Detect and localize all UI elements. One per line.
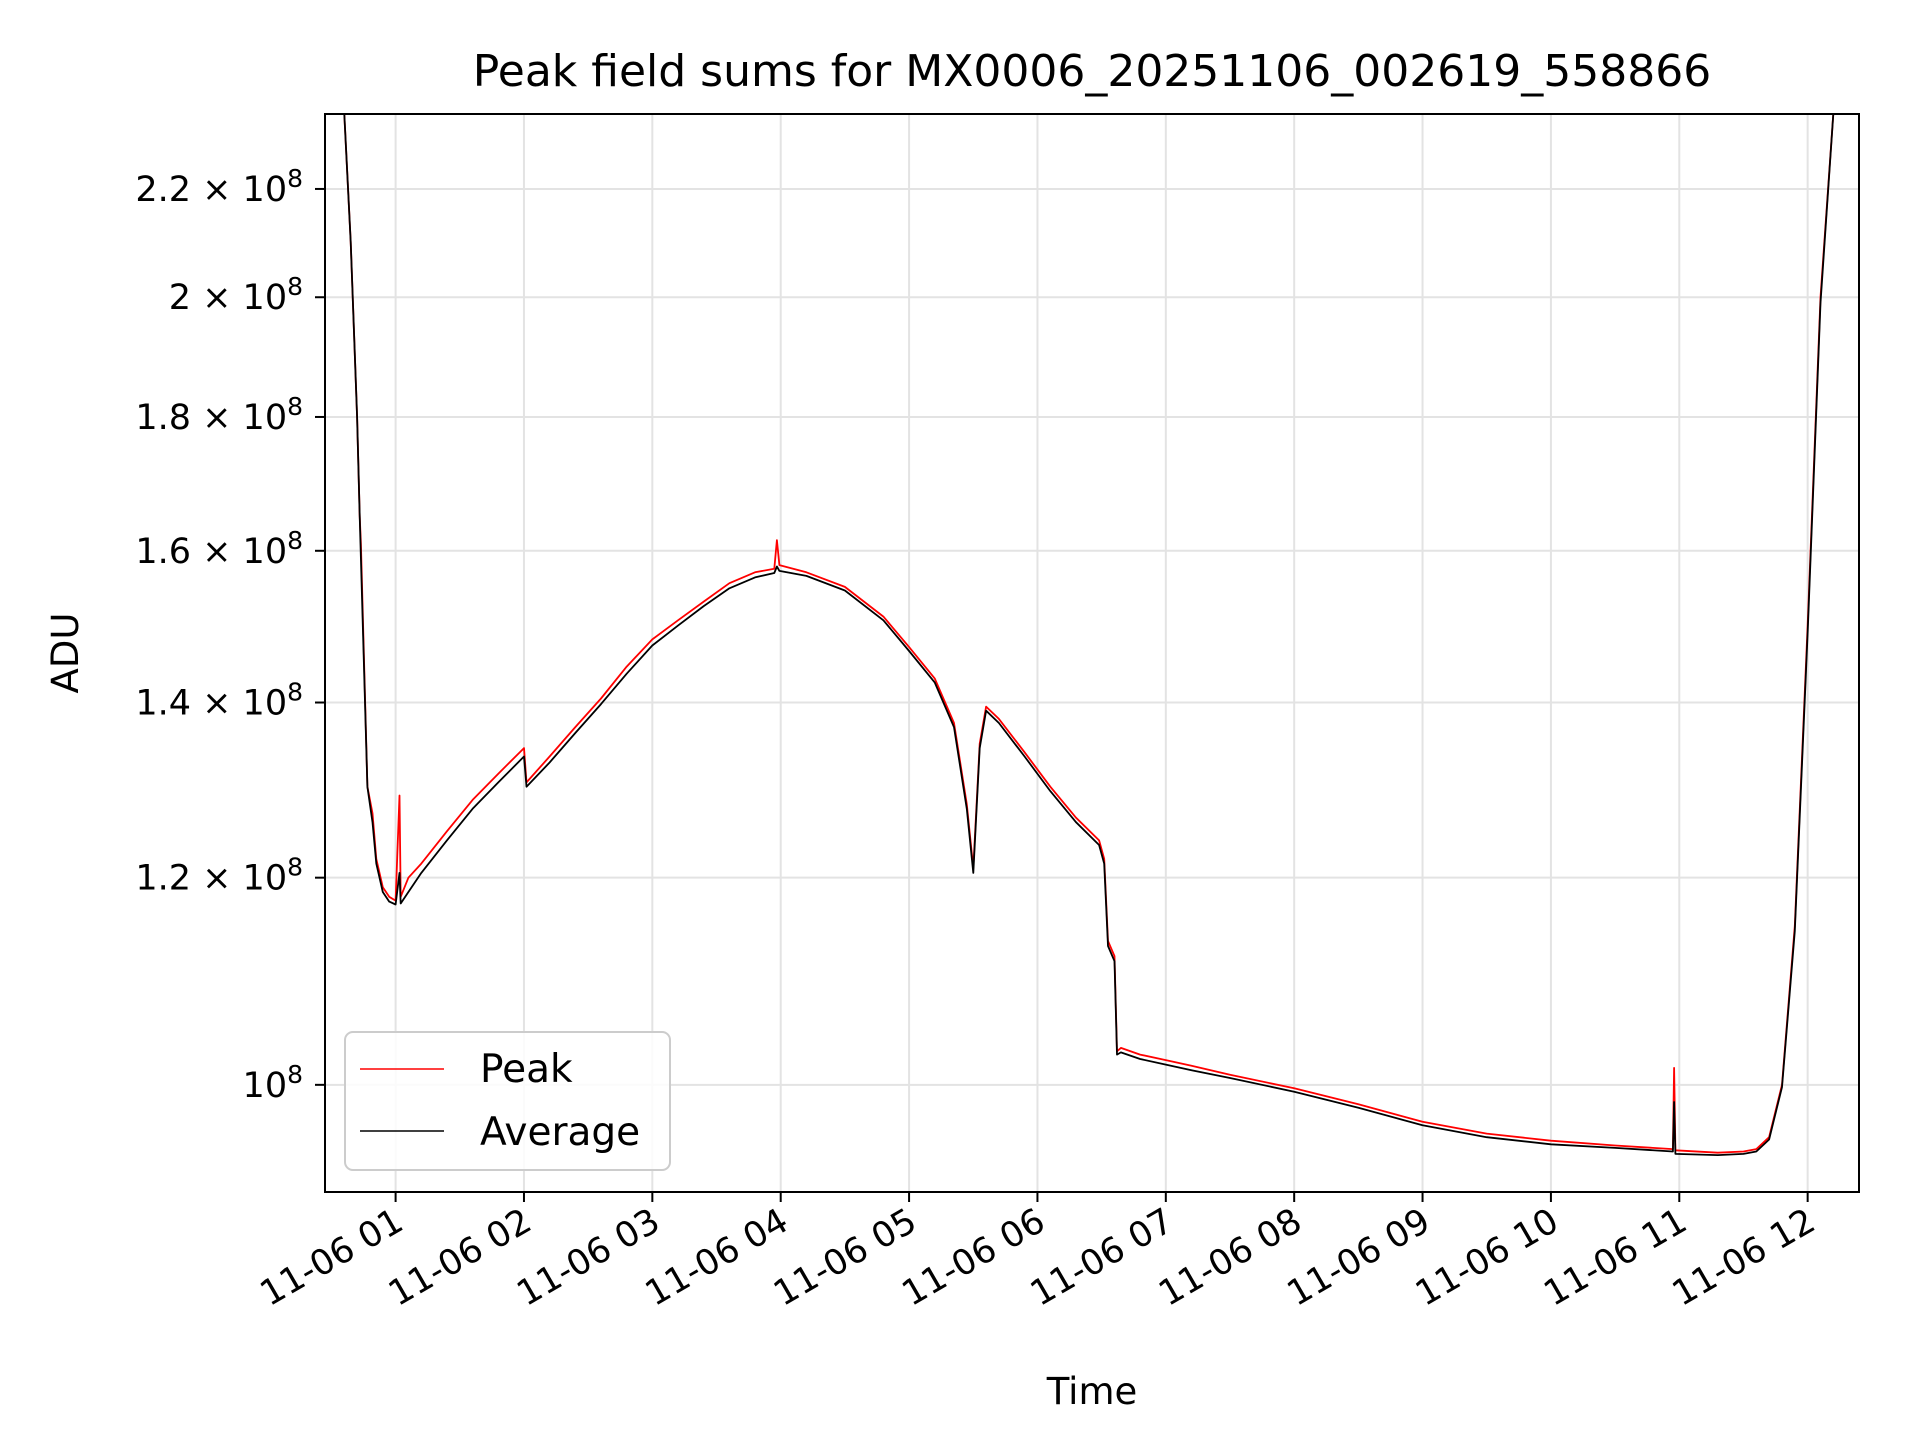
legend-box: [344, 1031, 671, 1171]
y-tick-label: 1.6 × 108: [135, 526, 303, 572]
x-axis-label: Time: [1046, 1370, 1138, 1413]
y-tick-label: 2 × 108: [169, 272, 303, 318]
y-tick-label: 108: [243, 1060, 303, 1106]
y-tick-label: 1.4 × 108: [135, 678, 303, 724]
grid-lines: [325, 114, 1859, 1192]
legend-average-label: Average: [480, 1110, 640, 1155]
series-layer: [325, 114, 1859, 1156]
y-tick-label: 2.2 × 108: [135, 164, 303, 210]
legend-peak-label: Peak: [480, 1047, 573, 1092]
chart-title: Peak field sums for MX0006_20251106_0026…: [473, 46, 1711, 97]
series-line-peak: [325, 114, 1859, 1154]
legend: Peak Average: [344, 1031, 671, 1171]
y-axis-label: ADU: [44, 613, 87, 694]
y-axis-ticks: 108 1.2 × 108 1.4 × 108 1.6 × 108 1.8 × 108 2…: [135, 164, 325, 1106]
y-tick-label: 1.2 × 108: [135, 853, 303, 899]
plot-frame: [324, 113, 1860, 1193]
y-tick-label: 1.8 × 108: [135, 392, 303, 438]
series-line-average: [325, 114, 1859, 1156]
